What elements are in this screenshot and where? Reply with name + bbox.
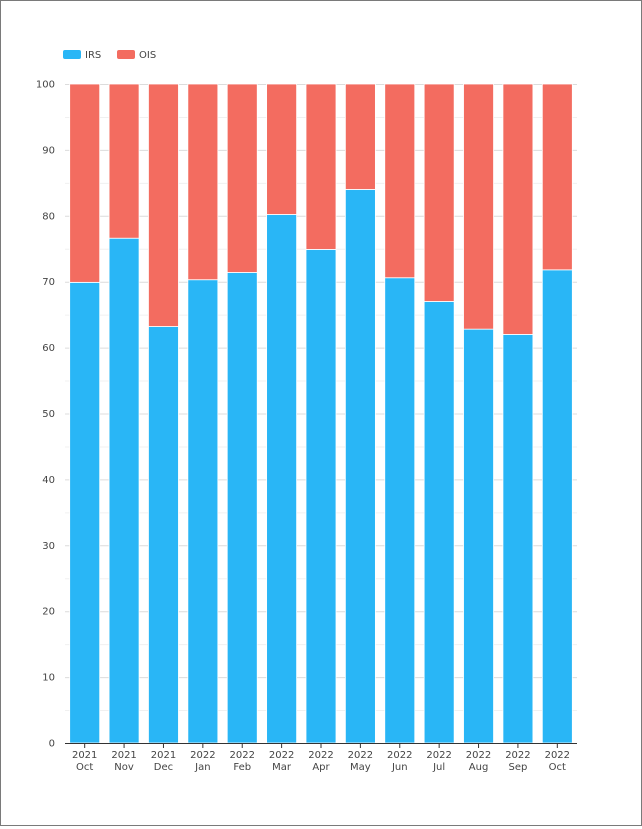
bar-irs-1 bbox=[108, 237, 140, 744]
bar-irs-3 bbox=[187, 279, 219, 744]
bar-irs-8 bbox=[384, 277, 416, 744]
x-tick-label-year: 2022 bbox=[348, 750, 373, 761]
bar-irs-4 bbox=[226, 272, 258, 744]
y-tick-label: 50 bbox=[42, 409, 55, 420]
y-tick-label: 40 bbox=[42, 475, 55, 486]
x-tick-label-month: May bbox=[350, 762, 371, 773]
bar-ois-8 bbox=[384, 83, 416, 279]
x-tick-label-year: 2021 bbox=[111, 750, 136, 761]
bar-ois-12 bbox=[541, 83, 573, 271]
x-tick-label-year: 2021 bbox=[72, 750, 97, 761]
legend-label-ois: OIS bbox=[139, 50, 156, 61]
x-tick-label-month: Feb bbox=[233, 762, 251, 773]
x-tick-label-month: Aug bbox=[469, 762, 489, 773]
x-tick-label-year: 2022 bbox=[505, 750, 530, 761]
x-tick-label-month: Oct bbox=[76, 762, 93, 773]
bar-irs-10 bbox=[463, 328, 494, 744]
bar-irs-11 bbox=[502, 334, 534, 744]
bar-ois-7 bbox=[344, 83, 376, 190]
y-tick-label: 70 bbox=[42, 277, 55, 288]
axes: 01020304050607080901002021Oct2021Nov2021… bbox=[36, 80, 577, 773]
x-tick-label-year: 2022 bbox=[387, 750, 412, 761]
x-tick-label-month: Apr bbox=[312, 762, 330, 773]
x-tick-label-month: Nov bbox=[114, 762, 134, 773]
bar-irs-7 bbox=[344, 189, 376, 744]
x-tick-label-month: Jul bbox=[432, 762, 445, 773]
bar-ois-6 bbox=[305, 83, 337, 250]
x-tick-label-year: 2022 bbox=[545, 750, 570, 761]
y-tick-label: 30 bbox=[42, 541, 55, 552]
y-tick-label: 80 bbox=[42, 211, 55, 222]
x-tick-label-month: Oct bbox=[549, 762, 566, 773]
x-tick-label-year: 2022 bbox=[230, 750, 255, 761]
legend-swatch-irs bbox=[63, 50, 81, 59]
x-tick-label-month: Sep bbox=[508, 762, 527, 773]
y-tick-label: 10 bbox=[42, 673, 55, 684]
bar-irs-0 bbox=[69, 281, 101, 744]
bar-ois-11 bbox=[502, 83, 534, 335]
y-tick-label: 20 bbox=[42, 607, 55, 618]
bars bbox=[69, 83, 573, 744]
bar-ois-0 bbox=[69, 83, 101, 283]
x-tick-label-year: 2022 bbox=[308, 750, 333, 761]
x-tick-label-month: Jun bbox=[391, 762, 408, 773]
x-tick-label-year: 2022 bbox=[190, 750, 215, 761]
bar-ois-5 bbox=[266, 83, 298, 215]
bar-irs-2 bbox=[148, 326, 179, 744]
x-tick-label-month: Mar bbox=[272, 762, 292, 773]
x-tick-label-year: 2022 bbox=[426, 750, 451, 761]
bar-irs-6 bbox=[305, 249, 337, 744]
bar-ois-1 bbox=[108, 83, 140, 239]
bar-ois-9 bbox=[423, 83, 455, 302]
bar-irs-12 bbox=[541, 269, 573, 744]
bar-ois-4 bbox=[226, 83, 258, 273]
y-tick-label: 90 bbox=[42, 145, 55, 156]
bar-ois-10 bbox=[463, 83, 494, 330]
legend-swatch-ois bbox=[117, 50, 135, 59]
bar-ois-3 bbox=[187, 83, 219, 281]
bar-ois-2 bbox=[148, 83, 179, 327]
x-tick-label-year: 2021 bbox=[151, 750, 176, 761]
bar-irs-5 bbox=[266, 214, 298, 744]
y-tick-label: 100 bbox=[36, 80, 55, 91]
x-tick-label-year: 2022 bbox=[466, 750, 491, 761]
legend: IRS OIS bbox=[63, 50, 156, 61]
x-tick-label-month: Jan bbox=[194, 762, 210, 773]
y-tick-label: 60 bbox=[42, 343, 55, 354]
legend-label-irs: IRS bbox=[85, 50, 101, 61]
x-tick-label-year: 2022 bbox=[269, 750, 294, 761]
y-tick-label: 0 bbox=[49, 739, 55, 750]
bar-irs-9 bbox=[423, 301, 455, 744]
x-tick-label-month: Dec bbox=[154, 762, 173, 773]
